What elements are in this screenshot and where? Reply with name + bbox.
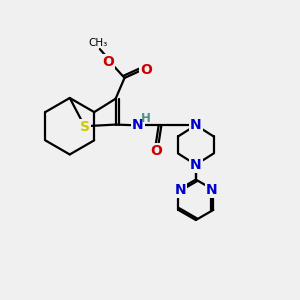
Text: N: N <box>132 118 144 132</box>
Text: O: O <box>140 63 152 77</box>
Text: N: N <box>190 118 202 132</box>
Text: O: O <box>150 144 162 158</box>
Text: H: H <box>140 112 150 125</box>
Text: N: N <box>206 183 218 197</box>
Text: N: N <box>190 158 202 172</box>
Text: N: N <box>190 118 202 132</box>
Text: S: S <box>80 120 90 134</box>
Text: O: O <box>102 56 114 70</box>
Text: CH₃: CH₃ <box>89 38 108 48</box>
Text: N: N <box>174 183 186 197</box>
